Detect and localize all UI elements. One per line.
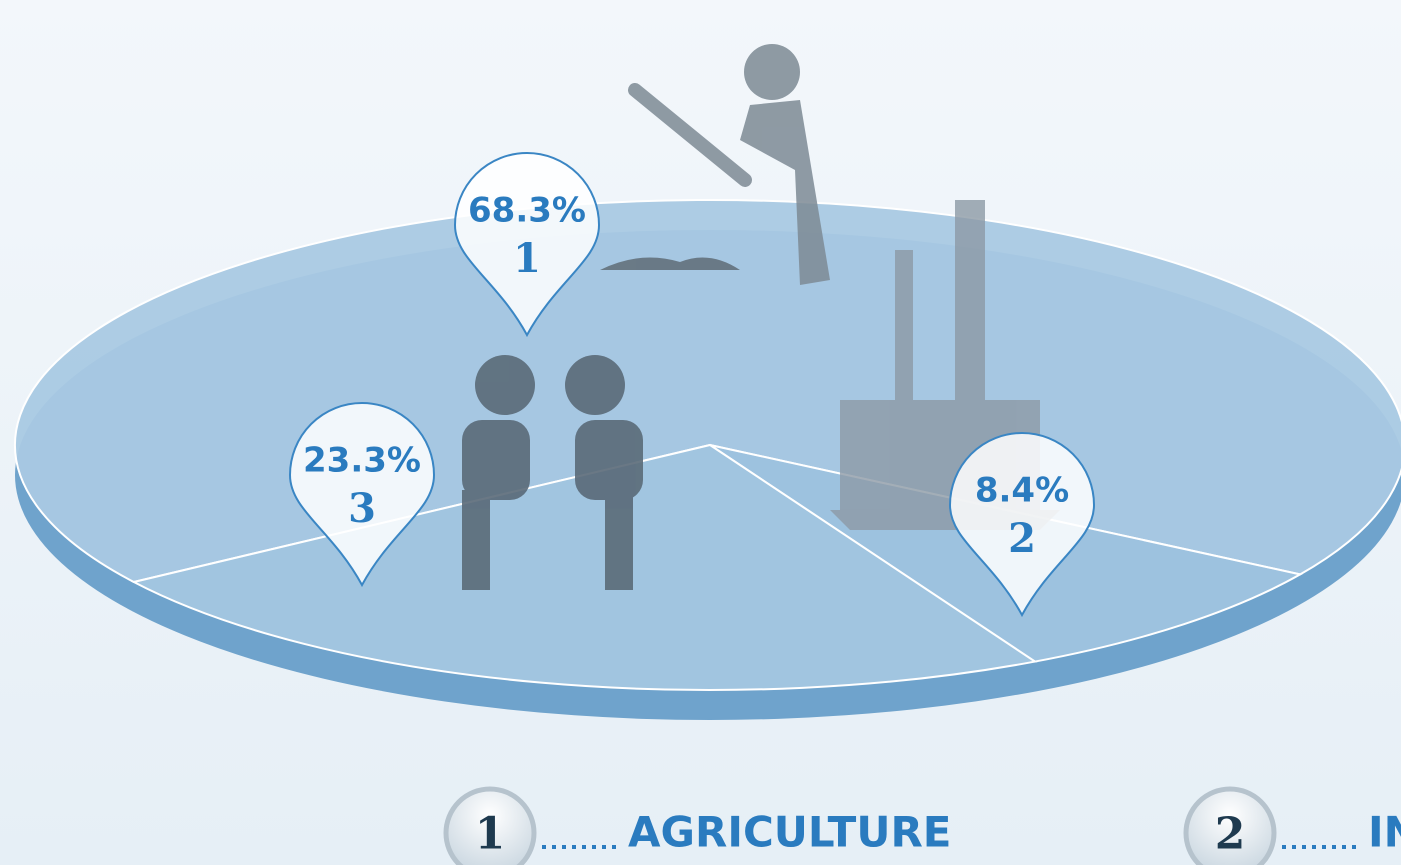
data-label: 23.3%	[303, 441, 421, 481]
farmer-icon	[600, 44, 830, 285]
slice-number: 2	[1008, 515, 1036, 562]
marker-pin	[288, 402, 436, 588]
data-label: 68.3%	[468, 191, 586, 231]
marker-pin	[948, 432, 1096, 618]
legend-badge	[443, 786, 537, 865]
legend-badge	[1183, 786, 1277, 865]
legend-number: 2	[1215, 809, 1246, 860]
slice-number: 1	[513, 235, 541, 282]
legend-label: IN	[1368, 808, 1401, 857]
slice-number: 3	[348, 485, 376, 532]
legend-number: 1	[475, 809, 506, 860]
data-label: 8.4%	[975, 471, 1069, 511]
pie-slice	[130, 443, 1038, 691]
marker-pin	[453, 152, 601, 338]
legend-label: AGRICULTURE	[628, 808, 951, 857]
people-icon	[462, 355, 643, 590]
